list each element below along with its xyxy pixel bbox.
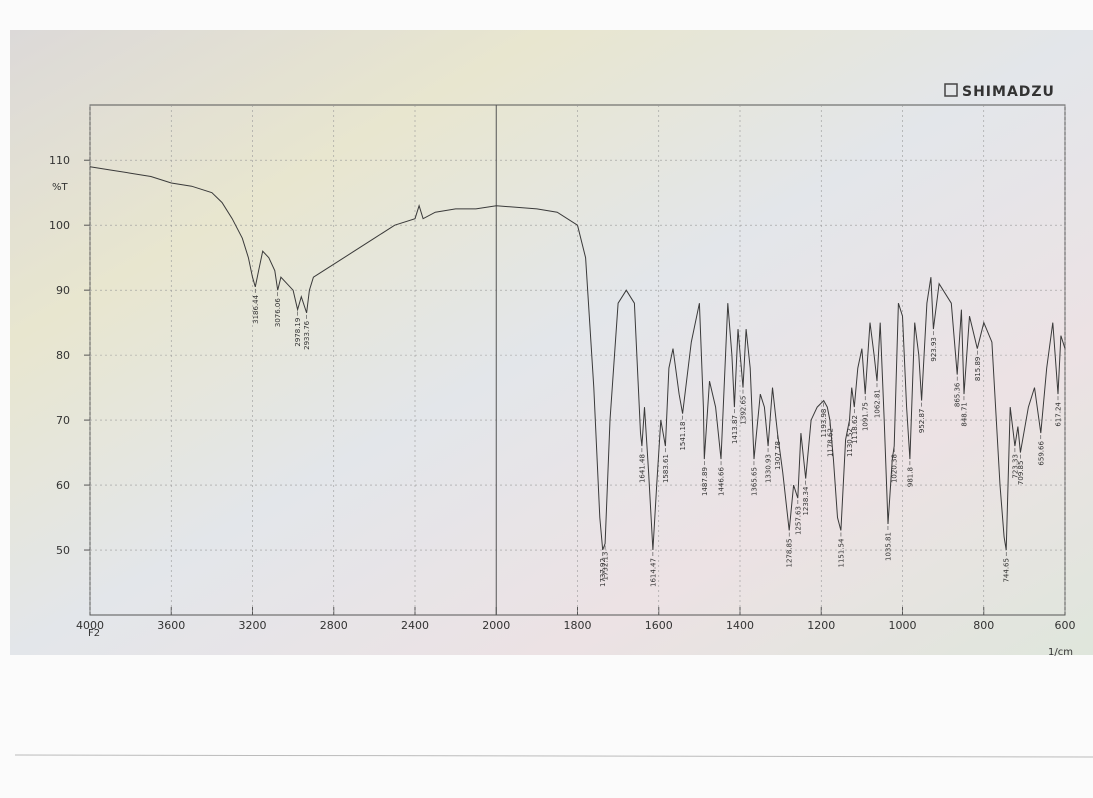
chart: SHIMADZU %T 1/cm F2 50607080901001104000… — [0, 0, 1093, 794]
peak-label: 3076.06 — [274, 298, 282, 327]
peak-label: 1307.78 — [774, 441, 782, 470]
peak-label: 1413.87 — [731, 415, 739, 444]
peak-label: 1091.75 — [862, 402, 870, 431]
peak-label: 1614.47 — [649, 558, 657, 587]
x-tick-label: 1600 — [645, 619, 673, 632]
scan-edge — [15, 755, 1093, 757]
x-tick-label: 800 — [973, 619, 994, 632]
brand: SHIMADZU — [962, 84, 1055, 100]
peak-label: 2933.76 — [303, 320, 311, 349]
x-tick-label: 4000 — [76, 619, 104, 632]
peak-label: 1257.63 — [794, 506, 802, 535]
y-tick-label: 50 — [56, 544, 70, 557]
peak-label: 1541.18 — [679, 422, 687, 451]
peak-label: 709.85 — [1017, 461, 1025, 486]
peak-label: 1020.38 — [891, 454, 899, 483]
x-tick-label: 2400 — [401, 619, 429, 632]
peak-label: 1238.34 — [802, 486, 810, 515]
peak-label: 3186.44 — [252, 294, 260, 323]
peak-label: 952.87 — [918, 409, 926, 434]
peak-label: 1035.81 — [884, 532, 892, 561]
x-tick-label: 1000 — [889, 619, 917, 632]
peak-label: 1062.81 — [873, 389, 881, 418]
y-tick-label: 80 — [56, 349, 70, 362]
peak-label: 1583.61 — [662, 454, 670, 483]
peak-label: 1278.85 — [786, 539, 794, 568]
peak-label: 1118.62 — [851, 415, 859, 444]
peak-label: 1151.54 — [837, 538, 845, 567]
x-tick-label: 2800 — [320, 619, 348, 632]
peak-label: 1446.66 — [718, 467, 726, 496]
peak-label: 923.93 — [930, 337, 938, 362]
page: SHIMADZU %T 1/cm F2 50607080901001104000… — [0, 0, 1093, 794]
peak-label: 617.24 — [1054, 402, 1062, 427]
x-tick-label: 1400 — [726, 619, 754, 632]
peak-label: 1365.65 — [750, 467, 758, 496]
peak-label: 1392.65 — [739, 396, 747, 425]
peak-label: 1178.62 — [826, 428, 834, 457]
x-tick-label: 1800 — [564, 619, 592, 632]
peak-label: 1641.48 — [638, 454, 646, 483]
x-tick-label: 1200 — [807, 619, 835, 632]
y-tick-label: 100 — [49, 219, 70, 232]
y-label: %T — [52, 182, 69, 193]
peak-label: 1487.89 — [701, 467, 709, 496]
peak-label: 848.71 — [960, 402, 968, 427]
y-tick-label: 110 — [49, 154, 70, 167]
y-tick-label: 70 — [56, 414, 70, 427]
peak-label: 2978.19 — [294, 318, 302, 347]
x-tick-label: 600 — [1055, 619, 1076, 632]
x-label: 1/cm — [1048, 647, 1073, 658]
peak-label: 744.65 — [1003, 558, 1011, 583]
peak-label: 981.8 — [906, 467, 914, 487]
peak-label: 815.89 — [974, 357, 982, 382]
y-tick-label: 90 — [56, 284, 70, 297]
y-tick-label: 60 — [56, 479, 70, 492]
x-tick-label: 3200 — [239, 619, 267, 632]
peak-label: 1330.93 — [765, 454, 773, 483]
x-tick-label: 3600 — [157, 619, 185, 632]
peak-label: 1732.13 — [602, 552, 610, 581]
peak-label: 659.66 — [1037, 441, 1045, 466]
x-tick-label: 2000 — [482, 619, 510, 632]
